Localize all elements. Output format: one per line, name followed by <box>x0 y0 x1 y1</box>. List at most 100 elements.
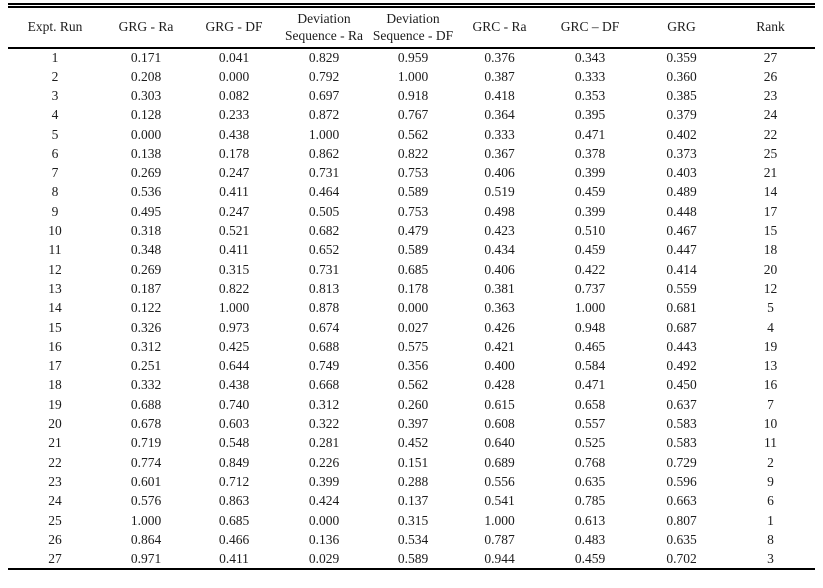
column-header-expt-run: Expt. Run <box>27 19 83 35</box>
table-cell-deviation-sequence-ra: 0.688 <box>308 338 340 354</box>
table-cell-expt-run: 8 <box>51 184 59 200</box>
table-cell-rank: 21 <box>763 165 778 181</box>
table-cell-grg-ra: 0.269 <box>130 261 162 277</box>
table-cell-grg-df: 0.315 <box>218 261 250 277</box>
table-cell-rank: 14 <box>763 184 778 200</box>
table-cell-grg-ra: 0.269 <box>130 165 162 181</box>
table-cell-grc-df: 0.333 <box>574 68 606 84</box>
table-cell-grc-df: 0.459 <box>574 242 606 258</box>
table-cell-grg-ra: 0.251 <box>130 358 162 374</box>
table-cell-grg: 0.385 <box>666 87 697 103</box>
table-cell-grc-ra: 0.556 <box>484 473 515 489</box>
table-cell-grc-df: 0.343 <box>574 49 606 65</box>
table-cell-grg-ra: 0.208 <box>130 68 162 84</box>
table-cell-deviation-sequence-ra: 0.399 <box>308 473 340 489</box>
table-cell-grc-ra: 0.428 <box>484 377 515 393</box>
table-cell-grg-df: 0.863 <box>218 493 250 509</box>
table-cell-expt-run: 17 <box>48 358 62 374</box>
table-cell-grg-df: 0.425 <box>218 338 250 354</box>
table-cell-grg-df: 0.521 <box>218 223 250 239</box>
table-cell-grc-df: 0.465 <box>574 338 606 354</box>
table-cell-grg-df: 0.438 <box>218 126 250 142</box>
table-cell-grg: 0.360 <box>666 68 697 84</box>
table-cell-grg-df: 0.849 <box>218 454 250 470</box>
table-cell-rank: 5 <box>767 300 774 316</box>
table-cell-grc-df: 0.353 <box>574 87 606 103</box>
table-row: 19 0.688 0.740 0.312 0.260 0.615 0.658 0.637 7 <box>8 395 815 414</box>
column-header-grg-df: GRG - DF <box>205 19 263 35</box>
table-cell-grg-ra: 0.312 <box>130 338 162 354</box>
table-cell-rank: 19 <box>763 338 778 354</box>
table-cell-rank: 2 <box>767 454 774 470</box>
table-cell-deviation-sequence-ra: 0.281 <box>308 435 340 451</box>
table-row: 10 0.318 0.521 0.682 0.479 0.423 0.510 0.467 15 <box>8 221 815 240</box>
table-cell-rank: 7 <box>767 396 774 412</box>
table-cell-deviation-sequence-ra: 0.749 <box>308 358 340 374</box>
table-cell-expt-run: 27 <box>48 550 62 566</box>
table-cell-grc-df: 0.613 <box>574 512 606 528</box>
table-cell-grg-ra: 0.576 <box>130 493 162 509</box>
table-cell-rank: 23 <box>763 87 778 103</box>
table-cell-rank: 17 <box>763 203 778 219</box>
table-cell-grc-ra: 0.376 <box>484 49 515 65</box>
table-cell-rank: 11 <box>764 435 777 451</box>
table-cell-grg: 0.489 <box>666 184 697 200</box>
table-cell-deviation-sequence-df: 0.562 <box>397 126 429 142</box>
table-cell-grg-df: 0.178 <box>218 145 250 161</box>
header-row: Expt. Run GRG - Ra GRG - DF Deviation Sequen… <box>8 6 815 48</box>
table-row: 26 0.864 0.466 0.136 0.534 0.787 0.483 0.635 8 <box>8 530 815 549</box>
table-row: 2 0.208 0.000 0.792 1.000 0.387 0.333 0.360 26 <box>8 67 815 86</box>
table-cell-grg-df: 0.603 <box>218 416 250 432</box>
table-cell-deviation-sequence-ra: 0.000 <box>308 512 340 528</box>
table-row: 12 0.269 0.315 0.731 0.685 0.406 0.422 0.414 20 <box>8 260 815 279</box>
table-cell-grg: 0.596 <box>666 473 697 489</box>
table-cell-deviation-sequence-ra: 0.424 <box>308 493 340 509</box>
table-cell-rank: 8 <box>767 531 774 547</box>
table-cell-grc-df: 0.471 <box>574 377 606 393</box>
table-cell-grc-df: 0.737 <box>574 280 606 296</box>
table-cell-deviation-sequence-df: 0.315 <box>397 512 429 528</box>
table-cell-grg-df: 0.973 <box>218 319 250 335</box>
table-cell-deviation-sequence-ra: 0.668 <box>308 377 340 393</box>
table-cell-deviation-sequence-df: 0.452 <box>397 435 429 451</box>
table-row: 3 0.303 0.082 0.697 0.918 0.418 0.353 0.385 23 <box>8 86 815 105</box>
table-cell-grg: 0.492 <box>666 358 697 374</box>
table-cell-deviation-sequence-ra: 0.464 <box>308 184 340 200</box>
table-cell-grc-df: 0.525 <box>574 435 606 451</box>
table-cell-grg: 0.403 <box>666 165 697 181</box>
table-cell-grg-ra: 0.138 <box>130 145 162 161</box>
table-cell-expt-run: 12 <box>48 261 62 277</box>
table-cell-rank: 15 <box>763 223 778 239</box>
table-cell-grg-ra: 0.719 <box>130 435 162 451</box>
table-cell-grg: 0.687 <box>666 319 697 335</box>
table-cell-deviation-sequence-df: 0.753 <box>397 203 429 219</box>
table-cell-rank: 4 <box>767 319 774 335</box>
table-cell-grg-df: 0.438 <box>218 377 250 393</box>
column-header-deviation-sequence-df: Deviation Sequence - DF <box>372 10 454 44</box>
table-cell-grc-ra: 1.000 <box>484 512 515 528</box>
table-cell-deviation-sequence-ra: 0.652 <box>308 242 340 258</box>
table-cell-grc-ra: 0.364 <box>484 107 515 123</box>
table-cell-grg-df: 0.082 <box>218 87 250 103</box>
table-cell-expt-run: 2 <box>51 68 59 84</box>
table-cell-expt-run: 1 <box>51 49 59 65</box>
table-cell-grg-df: 0.548 <box>218 435 250 451</box>
table-cell-deviation-sequence-df: 1.000 <box>397 68 429 84</box>
table-cell-grg-df: 0.411 <box>219 184 249 200</box>
table-cell-deviation-sequence-df: 0.178 <box>397 280 429 296</box>
table-cell-grc-ra: 0.400 <box>484 358 515 374</box>
table-cell-grg-ra: 0.187 <box>130 280 162 296</box>
table-cell-grc-df: 0.399 <box>574 165 606 181</box>
table-row: 24 0.576 0.863 0.424 0.137 0.541 0.785 0.663 6 <box>8 491 815 510</box>
table-cell-grc-df: 0.510 <box>574 223 606 239</box>
table-cell-deviation-sequence-ra: 0.878 <box>308 300 340 316</box>
table-cell-deviation-sequence-df: 0.959 <box>397 49 429 65</box>
table-cell-deviation-sequence-df: 0.397 <box>397 416 429 432</box>
table-cell-grg-ra: 0.128 <box>130 107 162 123</box>
table-cell-expt-run: 6 <box>51 145 59 161</box>
table-cell-expt-run: 22 <box>48 454 62 470</box>
table-cell-deviation-sequence-df: 0.589 <box>397 550 429 566</box>
table-cell-expt-run: 21 <box>48 435 62 451</box>
table-cell-deviation-sequence-df: 0.534 <box>397 531 429 547</box>
table-cell-grc-ra: 0.406 <box>484 165 515 181</box>
